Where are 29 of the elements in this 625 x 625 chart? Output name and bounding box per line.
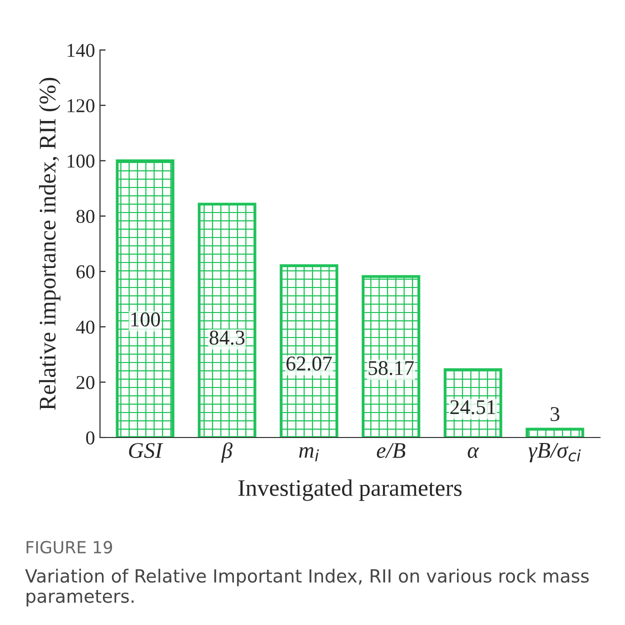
data-label: 58.17 [368,361,414,376]
data-label: 3 [550,407,560,422]
bar [198,202,256,438]
bar [116,159,174,438]
x-axis-title: Investigated parameters [238,479,462,501]
bar [362,275,420,438]
bar [280,264,338,438]
y-tick-label: 120 [68,99,94,112]
data-label: 84.3 [210,330,244,345]
y-axis-title: Relative importance index, RII (%) [39,78,60,410]
y-tick-label: 0 [86,431,94,444]
y-tick-label: 60 [76,265,94,278]
text: Variation of Relative Important Index, RII on various rock mass parameters. [25,568,589,606]
y-tick-label: 40 [76,320,94,334]
y-tick-label: 20 [76,376,94,390]
data-label: 62.07 [286,356,332,371]
caption: FIGURE 19 [26,540,112,554]
data-label: 100 [131,312,160,326]
data-label: 24.51 [450,400,496,414]
x-tick-label: α [468,447,480,458]
x-tick-label: m$_{i}$ [299,447,319,462]
y-tick-label: 100 [68,154,94,168]
x-tick-label: GSI [129,443,164,458]
x-tick-label: γB/σ$_{ci}$ [528,442,581,462]
y-tick-label: 140 [68,44,94,57]
bar [526,428,584,438]
y-tick-label: 80 [76,210,94,224]
x-tick-label: β [221,442,233,463]
x-tick-label: e/B [376,443,406,458]
